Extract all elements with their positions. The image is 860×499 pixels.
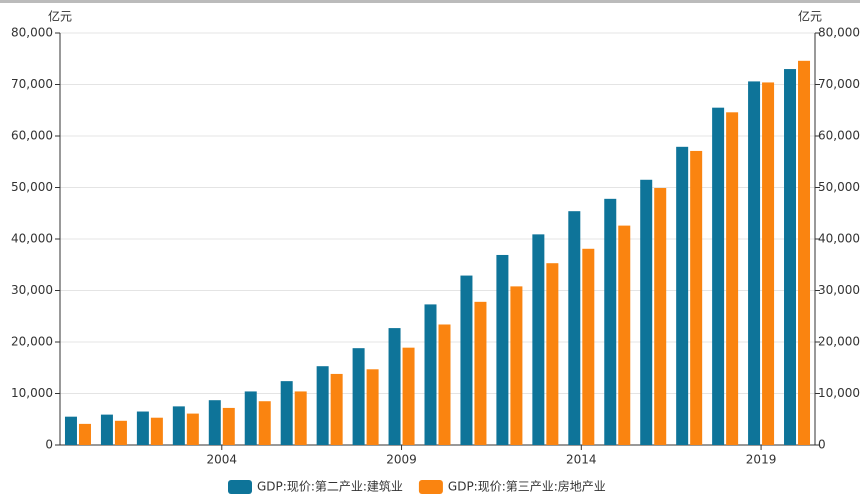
bar [78, 423, 91, 445]
y-axis-label: 亿元 [48, 9, 72, 24]
bar [258, 401, 271, 445]
bar [388, 328, 401, 445]
bar [654, 188, 667, 445]
bar [402, 347, 415, 445]
y-tick-label: 30,000 [11, 283, 53, 297]
y2-axis-label: 亿元 [798, 9, 822, 24]
y2-tick-label: 40,000 [818, 232, 860, 246]
bar [330, 373, 343, 445]
bar [280, 381, 293, 445]
bar [798, 60, 811, 446]
bar [690, 150, 703, 445]
bar [748, 81, 761, 445]
bar [114, 420, 127, 445]
legend-label: GDP:现价:第三产业:房地产业 [448, 479, 606, 494]
y2-tick-label: 80,000 [818, 26, 860, 40]
y2-tick-label: 30,000 [818, 283, 860, 297]
x-tick-label: 2019 [746, 453, 777, 467]
bar [726, 112, 739, 445]
y-tick-label: 10,000 [11, 386, 53, 400]
y2-tick-label: 70,000 [818, 77, 860, 91]
legend-label: GDP:现价:第二产业:建筑业 [257, 479, 403, 494]
bar [352, 348, 365, 445]
bar [762, 82, 775, 445]
y-tick-label: 70,000 [11, 77, 53, 91]
bar [64, 416, 77, 445]
bar [676, 146, 689, 445]
bar [294, 391, 307, 445]
bar [640, 179, 653, 445]
bar [582, 248, 595, 445]
y-tick-label: 60,000 [11, 129, 53, 143]
bar [438, 324, 451, 445]
y2-tick-label: 10,000 [818, 386, 860, 400]
y-tick-label: 20,000 [11, 335, 53, 349]
y2-tick-label: 60,000 [818, 129, 860, 143]
x-tick-label: 2004 [207, 453, 238, 467]
bar [316, 366, 329, 445]
bar [546, 263, 559, 445]
y-tick-label: 40,000 [11, 232, 53, 246]
bar [510, 286, 523, 445]
bar [784, 69, 797, 446]
bar [186, 413, 199, 445]
bar [222, 407, 235, 445]
bar [424, 304, 437, 445]
y-tick-label: 0 [45, 438, 53, 452]
bar [208, 400, 221, 445]
bar [604, 198, 617, 445]
bar [366, 369, 379, 445]
bar [460, 275, 473, 445]
legend-swatch [228, 480, 252, 494]
x-tick-label: 2009 [386, 453, 417, 467]
x-tick-label: 2014 [566, 453, 597, 467]
top-border [0, 0, 860, 3]
bar [496, 254, 509, 445]
bar [532, 234, 545, 445]
bar [712, 107, 725, 446]
bar [136, 411, 149, 445]
bar [474, 301, 487, 445]
y2-tick-label: 20,000 [818, 335, 860, 349]
bar [100, 414, 113, 445]
bar [568, 211, 581, 445]
legend-swatch [418, 480, 443, 494]
bar [618, 225, 631, 445]
bar [172, 406, 185, 445]
bar [150, 417, 163, 445]
bar [244, 391, 257, 445]
y2-tick-label: 50,000 [818, 180, 860, 194]
y2-tick-label: 0 [818, 438, 826, 452]
y-tick-label: 80,000 [11, 26, 53, 40]
y-tick-label: 50,000 [11, 180, 53, 194]
